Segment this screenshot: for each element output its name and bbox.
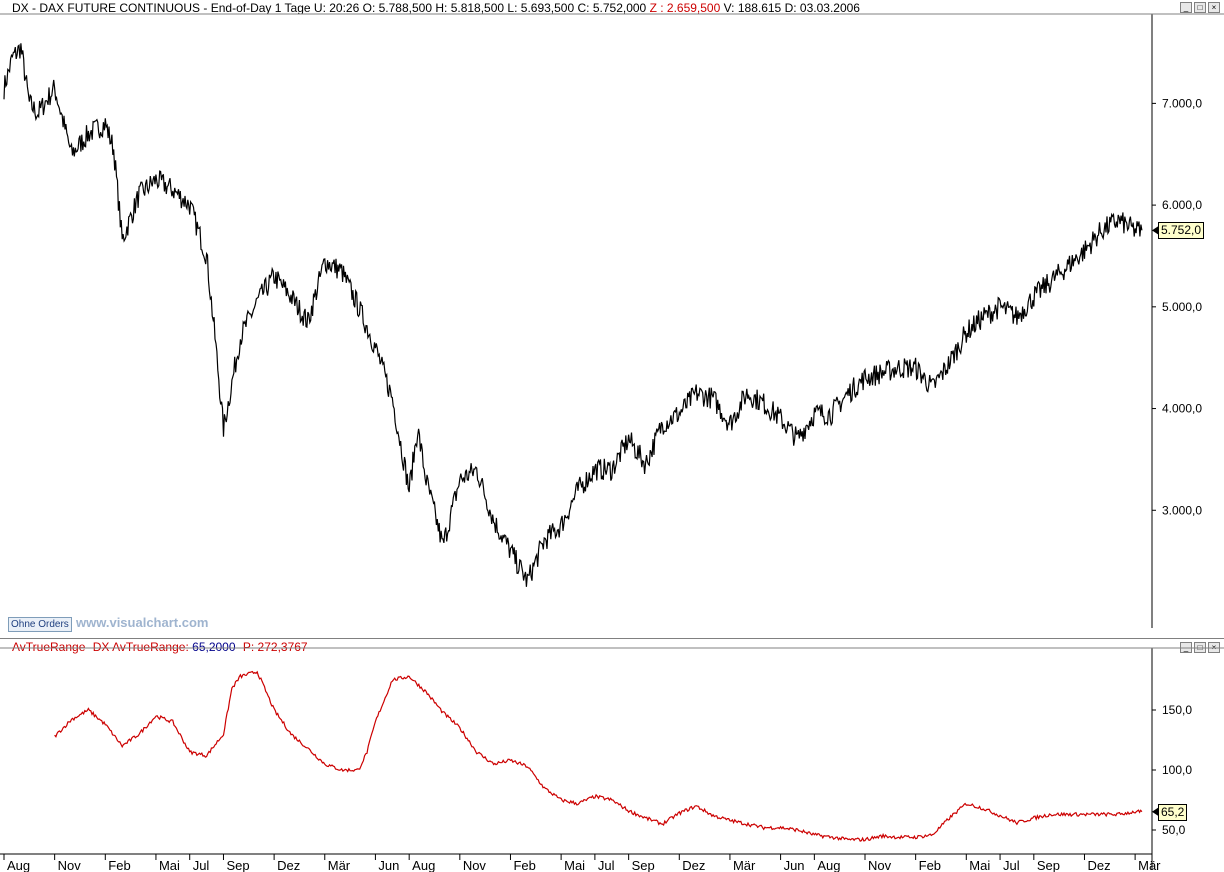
last-price-tag: 5.752,0 [1158, 222, 1205, 240]
price-header: DX - DAX FUTURE CONTINUOUS - End-of-Day … [12, 1, 860, 15]
x-tick-label: Jul [598, 858, 615, 872]
last-value-arrow [1152, 226, 1158, 235]
minimize-button[interactable]: _ [1180, 2, 1192, 13]
x-tick-label: Feb [513, 858, 535, 872]
x-tick-label: Mai [564, 858, 585, 872]
x-tick-label: Aug [7, 858, 30, 872]
x-tick-label: Aug [817, 858, 840, 872]
symbol: DX [12, 1, 29, 15]
ohne-orders-button[interactable]: Ohne Orders [8, 617, 72, 632]
instrument-name: DAX FUTURE CONTINUOUS [39, 1, 201, 15]
series-line [54, 670, 1143, 842]
x-tick-label: Feb [919, 858, 941, 872]
maximize-button[interactable]: □ [1194, 2, 1206, 13]
indicator-p: P: 272,3767 [242, 640, 308, 654]
close-button[interactable]: × [1208, 2, 1220, 13]
y-tick-label: 3.000,0 [1162, 503, 1202, 517]
open-value: O: 5.788,500 [362, 1, 433, 15]
indicator-header: AvTrueRange DX AvTrueRange: 65,2000 P: 2… [12, 640, 1224, 656]
x-tick-label: Mär [733, 858, 756, 872]
indicator-pane: AvTrueRange DX AvTrueRange: 65,2000 P: 2… [0, 638, 1224, 872]
x-tick-label: Jun [378, 858, 399, 872]
x-tick-label: Dez [682, 858, 705, 872]
indicator-value: 65,2000 [192, 640, 236, 654]
x-tick-label: Dez [1087, 858, 1110, 872]
x-tick-label: Mär [328, 858, 351, 872]
indicator-chart[interactable]: 150,0 100,0 50,0 Aug Nov Feb Mai Jul Sep Dez Mär Ju… [0, 638, 1224, 872]
x-tick-label: Feb [108, 858, 130, 872]
x-tick-label: Aug [412, 858, 435, 872]
y-tick-label: 5.000,0 [1162, 300, 1202, 314]
x-tick-label: Sep [632, 858, 655, 872]
last-indicator-tag: 65,2 [1158, 803, 1188, 821]
y-tick-label: 6.000,0 [1162, 198, 1202, 212]
x-tick-label: Mai [969, 858, 990, 872]
x-tick-label: Dez [277, 858, 300, 872]
x-tick-label: Nov [58, 858, 82, 872]
x-tick-label: Jul [1003, 858, 1020, 872]
update-time: U: 20:26 [313, 1, 360, 15]
x-tick-label: Jun [784, 858, 805, 872]
watermark: www.visualchart.com [76, 615, 209, 630]
x-tick-label: Nov [868, 858, 892, 872]
x-tick-label: Sep [1037, 858, 1060, 872]
y-tick-label: 50,0 [1162, 823, 1186, 837]
y-tick-label: 150,0 [1162, 703, 1192, 717]
close-value: C: 5.752,000 [577, 1, 647, 15]
date-value: D: 03.03.2006 [784, 1, 860, 15]
period: End-of-Day 1 Tage [210, 1, 311, 15]
volume-value: V: 188.615 [723, 1, 782, 15]
price-window-buttons: _ □ × [1180, 2, 1220, 13]
high-value: H: 5.818,500 [435, 1, 505, 15]
series-line [3, 43, 1143, 587]
indicator-label: DX AvTrueRange: [92, 640, 189, 654]
x-tick-label: Sep [226, 858, 249, 872]
x-tick-label: Mai [159, 858, 180, 872]
y-tick-label: 4.000,0 [1162, 402, 1202, 416]
last-value-arrow [1152, 807, 1158, 816]
y-tick-label: 100,0 [1162, 763, 1192, 777]
x-tick-label: Mär [1138, 858, 1161, 872]
price-pane: DX - DAX FUTURE CONTINUOUS - End-of-Day … [0, 0, 1224, 638]
x-tick-label: Nov [463, 858, 487, 872]
x-tick-label: Jul [193, 858, 210, 872]
indicator-name: AvTrueRange [12, 640, 86, 654]
price-chart[interactable]: 7.000,0 6.000,0 5.000,0 4.000,0 3.000,0 [0, 0, 1224, 638]
y-tick-label: 7.000,0 [1162, 96, 1202, 110]
change-value: Z : 2.659,500 [649, 1, 721, 15]
low-value: L: 5.693,500 [507, 1, 575, 15]
